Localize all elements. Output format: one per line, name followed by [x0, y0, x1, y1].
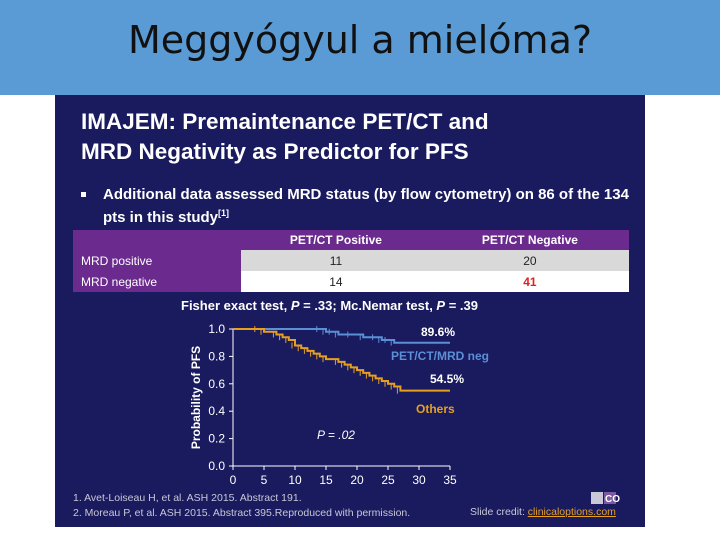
bullet-icon: [81, 192, 86, 197]
table-cell-highlight: 41: [430, 271, 629, 292]
x-tick-label: 30: [412, 473, 426, 487]
y-tick-label: 1.0: [208, 322, 225, 336]
table-header-pet-negative: PET/CT Negative: [430, 230, 629, 250]
clinical-options-logo-icon: CO: [591, 492, 620, 504]
title-bar: Meggyógyul a mielóma?: [0, 0, 720, 95]
y-axis-label: Probability of PFS: [189, 346, 203, 449]
series-line-pet-mrd-neg: [233, 328, 450, 344]
x-tick-label: 10: [288, 473, 302, 487]
x-tick-label: 5: [261, 473, 268, 487]
table-corner: [73, 230, 241, 250]
y-tick-label: 0.8: [208, 349, 225, 363]
table-cell: 20: [430, 250, 629, 271]
fisher-test-text: Fisher exact test, P = .33; Mc.Nemar tes…: [181, 298, 478, 313]
km-chart: 0.0 0.2 0.4 0.6 0.8 1.0 0 5 10 15 20 25 30 35 Probabil…: [189, 322, 489, 487]
x-tick-label: 0: [230, 473, 237, 487]
mrd-table: PET/CT Positive PET/CT Negative MRD posi…: [73, 230, 629, 292]
y-tick-label: 0.4: [208, 404, 225, 418]
svg-text:CO: CO: [605, 494, 620, 504]
table-header-pet-positive: PET/CT Positive: [241, 230, 431, 250]
x-tick-label: 35: [443, 473, 457, 487]
table-row: MRD positive 11 20: [73, 250, 629, 271]
slide-title-line2: MRD Negativity as Predictor for PFS: [81, 139, 469, 164]
slide-title-line1: IMAJEM: Premaintenance PET/CT and: [81, 109, 489, 134]
p-value-annotation: P = .02: [317, 428, 355, 442]
row-label: MRD negative: [73, 271, 241, 292]
y-tick-label: 0.6: [208, 377, 225, 391]
footnote-1: 1. Avet-Loiseau H, et al. ASH 2015. Abst…: [73, 492, 302, 504]
table-cell: 11: [241, 250, 431, 271]
y-tick-label: 0.0: [208, 459, 225, 473]
series-label-orange: Others: [416, 402, 455, 416]
end-label-blue: 89.6%: [421, 325, 455, 339]
series-line-others: [233, 328, 450, 392]
page-title: Meggyógyul a mielóma?: [127, 18, 593, 62]
x-tick-label: 25: [381, 473, 395, 487]
end-label-orange: 54.5%: [430, 372, 464, 386]
footnote-2: 2. Moreau P, et al. ASH 2015. Abstract 3…: [73, 507, 411, 519]
table-cell: 14: [241, 271, 431, 292]
table-row: MRD negative 14 41: [73, 271, 629, 292]
row-label: MRD positive: [73, 250, 241, 271]
slide-credit: Slide credit: clinicaloptions.com: [470, 506, 616, 518]
credit-link[interactable]: clinicaloptions.com: [527, 506, 616, 518]
y-tick-label: 0.2: [208, 432, 225, 446]
footnotes: 1. Avet-Loiseau H, et al. ASH 2015. Abst…: [73, 491, 410, 521]
bullet-text: Additional data assessed MRD status (by …: [103, 186, 629, 226]
x-tick-label: 20: [350, 473, 364, 487]
slide-image: IMAJEM: Premaintenance PET/CT and MRD Ne…: [55, 95, 645, 527]
slide-title: IMAJEM: Premaintenance PET/CT and MRD Ne…: [81, 107, 641, 167]
series-label-blue: PET/CT/MRD neg: [391, 349, 489, 363]
bullet-reference: [1]: [218, 208, 230, 218]
x-tick-label: 15: [319, 473, 333, 487]
